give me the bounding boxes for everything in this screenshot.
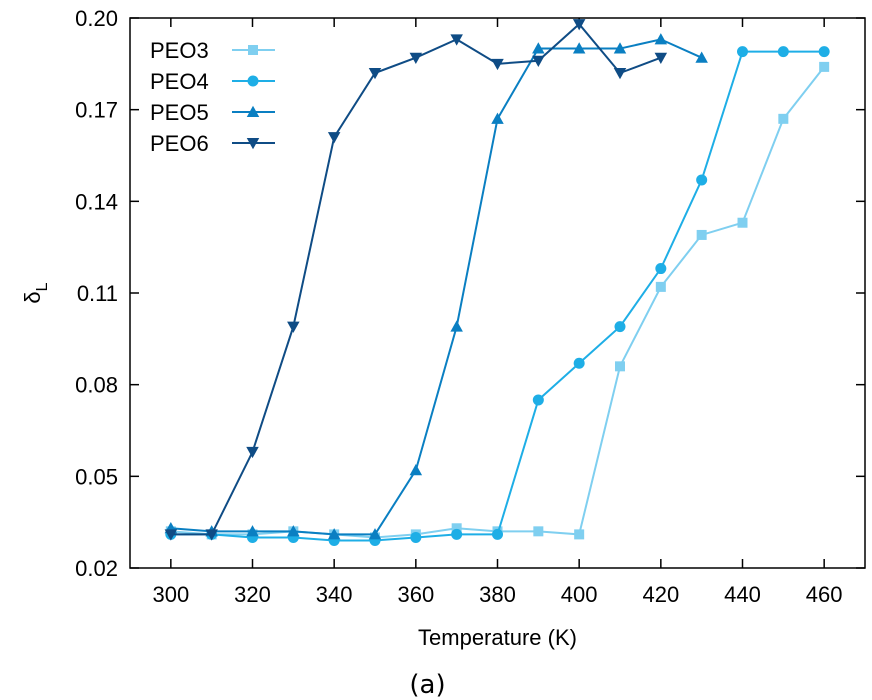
data-point-peo5 bbox=[450, 320, 463, 332]
series-layer bbox=[164, 19, 830, 546]
y-tick-label: 0.14 bbox=[75, 189, 118, 214]
data-point-peo4 bbox=[573, 357, 585, 369]
x-tick-label: 420 bbox=[642, 582, 679, 607]
y-tick-label: 0.02 bbox=[75, 556, 118, 581]
data-point-peo4 bbox=[777, 46, 789, 58]
data-point-peo3 bbox=[655, 281, 666, 292]
legend-swatch-marker bbox=[248, 45, 258, 55]
data-point-peo5 bbox=[613, 42, 627, 54]
y-tick-label: 0.05 bbox=[75, 464, 118, 489]
data-point-peo3 bbox=[737, 217, 748, 228]
legend-item-peo5: PEO5 bbox=[150, 100, 275, 125]
data-point-peo3 bbox=[819, 61, 830, 72]
legend-swatch-marker bbox=[246, 138, 260, 150]
data-point-peo5 bbox=[695, 51, 708, 63]
data-point-peo3 bbox=[696, 229, 707, 240]
data-point-peo4 bbox=[737, 46, 748, 58]
data-point-peo6 bbox=[368, 68, 382, 80]
series-line-peo5 bbox=[170, 38, 703, 536]
y-tick-label: 0.08 bbox=[75, 373, 118, 398]
data-point-peo6 bbox=[287, 321, 300, 333]
data-point-peo6 bbox=[409, 52, 423, 64]
legend: PEO3 PEO4 PEO5 PEO6 bbox=[150, 38, 275, 156]
data-point-peo3 bbox=[615, 361, 625, 372]
data-point-peo6 bbox=[246, 446, 259, 459]
data-point-peo6 bbox=[164, 529, 178, 541]
data-point-peo6 bbox=[654, 52, 668, 64]
x-tick-label: 360 bbox=[397, 582, 434, 607]
data-point-peo5 bbox=[572, 42, 586, 54]
x-tick-label: 380 bbox=[479, 582, 516, 607]
x-tick-label: 320 bbox=[234, 582, 271, 607]
data-point-peo5 bbox=[409, 463, 423, 476]
y-axis-label-subscript: L bbox=[34, 282, 51, 291]
data-point-peo4 bbox=[614, 321, 626, 333]
data-point-peo6 bbox=[613, 68, 627, 80]
legend-item-peo4: PEO4 bbox=[150, 69, 275, 94]
x-tick-label: 300 bbox=[152, 582, 189, 607]
data-point-peo3 bbox=[533, 526, 544, 537]
data-point-peo5 bbox=[327, 528, 341, 540]
y-tick-label: 0.17 bbox=[75, 98, 118, 123]
x-axis-label: Temperature (K) bbox=[418, 625, 577, 650]
data-point-peo6 bbox=[572, 19, 586, 31]
y-axis-label: δL bbox=[20, 282, 51, 303]
legend-label: PEO4 bbox=[150, 69, 209, 94]
legend-label: PEO6 bbox=[150, 131, 209, 156]
x-axis: 300 320 340 360 380 400 420 440 460 bbox=[152, 18, 843, 607]
data-point-peo6 bbox=[450, 34, 463, 46]
legend-item-peo6: PEO6 bbox=[150, 131, 275, 156]
data-point-peo5 bbox=[368, 528, 382, 540]
data-point-peo4 bbox=[696, 174, 708, 186]
data-point-peo6 bbox=[327, 132, 341, 144]
data-point-peo4 bbox=[818, 46, 830, 58]
data-point-peo5 bbox=[287, 525, 300, 537]
legend-label: PEO3 bbox=[150, 38, 209, 63]
data-point-peo6 bbox=[491, 58, 504, 71]
legend-label: PEO5 bbox=[150, 100, 209, 125]
x-tick-label: 400 bbox=[561, 582, 598, 607]
x-tick-label: 440 bbox=[724, 582, 761, 607]
data-point-peo5 bbox=[491, 112, 504, 124]
data-point-peo5 bbox=[654, 33, 668, 45]
figure-caption: (a) bbox=[409, 670, 445, 700]
series-peo4 bbox=[165, 46, 830, 546]
data-point-peo6 bbox=[205, 529, 218, 541]
y-tick-label: 0.11 bbox=[77, 281, 118, 306]
data-point-peo3 bbox=[778, 113, 789, 124]
legend-item-peo3: PEO3 bbox=[150, 38, 275, 63]
y-axis-label-main: δ bbox=[20, 291, 45, 303]
data-point-peo4 bbox=[655, 263, 667, 275]
data-point-peo4 bbox=[492, 528, 503, 540]
y-axis: 0.02 0.05 0.08 0.11 0.14 0.17 0.20 bbox=[75, 6, 865, 581]
x-tick-label: 340 bbox=[316, 582, 353, 607]
data-point-peo3 bbox=[574, 529, 585, 540]
data-point-peo6 bbox=[532, 55, 545, 68]
y-tick-label: 0.20 bbox=[75, 6, 118, 31]
data-point-peo5 bbox=[532, 42, 545, 54]
data-point-peo5 bbox=[246, 525, 259, 537]
data-point-peo4 bbox=[451, 528, 463, 540]
legend-swatch-marker bbox=[247, 75, 259, 87]
data-point-peo4 bbox=[410, 531, 422, 543]
data-point-peo3 bbox=[451, 523, 462, 534]
data-point-peo4 bbox=[532, 394, 544, 406]
legend-swatch-marker bbox=[246, 105, 260, 117]
series-peo6 bbox=[164, 19, 668, 541]
x-tick-label: 460 bbox=[806, 582, 843, 607]
